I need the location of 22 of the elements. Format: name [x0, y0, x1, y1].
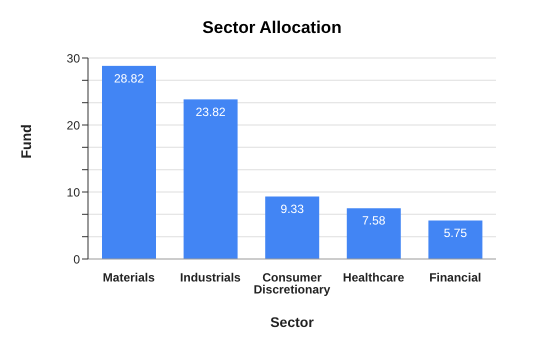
data-label: 7.58	[362, 214, 386, 228]
data-label: 23.82	[196, 104, 226, 119]
y-tick-label: 0	[73, 252, 80, 266]
x-axis-title: Sector	[270, 314, 314, 330]
y-tick-label: 20	[66, 118, 80, 132]
y-axis-title: Fund	[18, 124, 34, 158]
bar	[102, 66, 156, 259]
data-label: 9.33	[280, 202, 304, 216]
x-tick-label: Materials	[102, 270, 156, 285]
bar	[265, 196, 320, 259]
x-tick-label: Financial	[429, 270, 482, 285]
chart-title: Sector Allocation	[201, 17, 343, 39]
y-tick-label: 10	[66, 185, 80, 200]
bar	[184, 99, 238, 259]
x-tick-label: Healthcare	[342, 270, 405, 285]
bar	[428, 220, 482, 259]
data-label: 5.75	[444, 226, 468, 240]
bar	[346, 208, 401, 259]
x-tick-label: Industrials	[180, 270, 242, 285]
y-tick-label: 30	[66, 51, 80, 66]
x-tick-label: Consumer Discretionary	[254, 270, 331, 297]
data-label: 28.82	[114, 71, 144, 86]
